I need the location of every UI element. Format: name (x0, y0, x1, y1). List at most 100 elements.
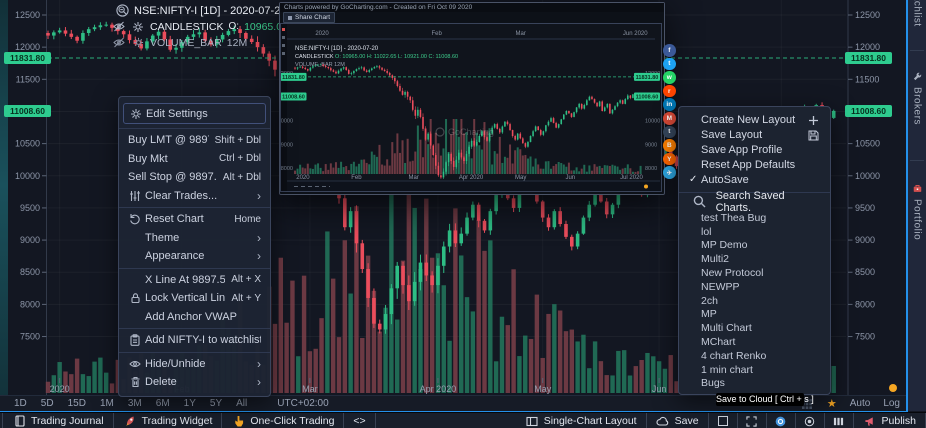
saved-chart-item[interactable]: Multi Chart (701, 322, 752, 335)
saved-chart-item[interactable]: MChart (701, 336, 736, 349)
tab-portfolio[interactable]: Portfolio (908, 176, 926, 284)
square-icon[interactable] (709, 413, 738, 428)
layout-menu-item-label: Save App Profile (701, 143, 783, 156)
svg-text:8000: 8000 (855, 299, 875, 309)
briefcase-icon (910, 182, 924, 195)
layout-menu-item-autosave[interactable]: ✓ AutoSave (679, 172, 830, 187)
context-menu-group: Buy LMT @ 9897.59 Shift + Dbl Buy Mkt Ctrl … (119, 128, 270, 207)
chevron-right-icon: › (257, 375, 261, 390)
menu-item-add-nifty-i-to-watchlist[interactable]: Add NIFTY-I to watchlist (119, 331, 270, 350)
search-saved-charts[interactable]: Search Saved Charts. (679, 190, 830, 214)
layout-menu-item-reset-app-defaults[interactable]: Reset App Defaults (679, 157, 830, 172)
saved-chart-item[interactable]: 2ch (701, 294, 718, 307)
menu-item-edit-settings[interactable]: Edit Settings (123, 103, 266, 124)
saved-chart-item[interactable]: NEWPP (701, 280, 740, 293)
tab-share-chart[interactable]: Share Chart (283, 12, 336, 23)
share-blogger-icon[interactable]: B (663, 139, 676, 152)
range-1m[interactable]: 1M (99, 398, 114, 410)
range-all[interactable]: All (236, 398, 248, 410)
saved-chart-item[interactable]: test Thea Bug (701, 211, 767, 224)
gear-icon[interactable] (131, 36, 145, 49)
timezone-label[interactable]: UTC+02:00 (277, 398, 329, 410)
layout-menu-item-save-app-profile[interactable]: Save App Profile (679, 143, 830, 158)
range-15d[interactable]: 15D (67, 398, 86, 410)
zoom-out-icon[interactable] (115, 4, 129, 17)
share-telegram-icon[interactable]: ✈ (663, 166, 676, 179)
saved-chart-item[interactable]: lol (701, 225, 712, 238)
range-1d[interactable]: 1D (14, 398, 27, 410)
menu-item-delete[interactable]: Delete › (119, 373, 270, 392)
menu-item-appearance[interactable]: Appearance › (119, 247, 270, 266)
menu-item-hide-unhide[interactable]: Hide/Unhide › (119, 355, 270, 374)
divider (910, 160, 924, 161)
menu-item-x-line-at-9897-59[interactable]: X Line At 9897.59 Alt + X (119, 271, 270, 290)
share-reddit-icon[interactable]: r (663, 84, 676, 98)
menu-item-sell-stop-9897-59[interactable]: Sell Stop @ 9897.59 Alt + Dbl (119, 168, 270, 187)
range-5d[interactable]: 5D (40, 398, 54, 410)
gear-icon[interactable] (131, 20, 145, 33)
study-volume-label[interactable]: VOLUME_BAR (150, 36, 222, 49)
range-3m[interactable]: 3M (127, 398, 142, 410)
saved-chart-item[interactable]: MP (701, 308, 717, 321)
range-6m[interactable]: 6M (155, 398, 170, 410)
share-hackernews-icon[interactable]: Y (663, 152, 676, 166)
share-gmail-icon[interactable]: M (663, 111, 676, 125)
menu-item-theme[interactable]: Theme › (119, 229, 270, 248)
symbol-title[interactable]: NSE:NIFTY-I [1D] - 2020-07-20 (134, 4, 287, 17)
layout-menu-item-create-new-layout[interactable]: Create New Layout (679, 113, 830, 128)
ohlc-o-label: O: (228, 21, 240, 32)
svg-text:12000: 12000 (855, 42, 880, 52)
trading-journal-button[interactable]: Trading Journal (2, 413, 114, 428)
log-scale-toggle[interactable]: Log (883, 398, 900, 410)
menu-item-label: Lock Vertical Line (145, 292, 226, 305)
share-facebook-icon[interactable]: f (663, 44, 676, 57)
tab-watchlist[interactable]: Watchlist (908, 0, 926, 54)
trading-widget-button[interactable]: Trading Widget (114, 413, 223, 428)
range-5y[interactable]: 5Y (209, 398, 223, 410)
one-click-trading-button[interactable]: One-Click Trading (222, 413, 345, 428)
camera-icon[interactable] (767, 413, 796, 428)
menu-item-buy-mkt[interactable]: Buy Mkt Ctrl + Dbl (119, 150, 270, 169)
svg-text:12500: 12500 (15, 10, 40, 20)
publish-button[interactable]: Publish (854, 413, 926, 428)
share-twitter-icon[interactable]: t (663, 57, 676, 71)
eye-off-icon[interactable] (112, 36, 126, 49)
eye-off-icon[interactable] (112, 20, 126, 33)
target-icon[interactable] (796, 413, 825, 428)
share-whatsapp-icon[interactable]: w (663, 71, 676, 84)
expand-icon[interactable] (738, 413, 767, 428)
saved-chart-item[interactable]: Bugs (701, 377, 725, 390)
menu-item-reset-chart[interactable]: Reset Chart Home (119, 210, 270, 229)
svg-text:12000: 12000 (15, 42, 40, 52)
menu-item-clear-trades[interactable]: Clear Trades... › (119, 187, 270, 206)
favorite-star-icon[interactable]: ★ (826, 398, 837, 411)
columns-icon[interactable] (825, 413, 854, 428)
menu-item-lock-vertical-line[interactable]: Lock Vertical Line Alt + Y (119, 289, 270, 308)
saved-chart-item[interactable]: 4 chart Renko (701, 349, 767, 362)
svg-text:11831.80: 11831.80 (282, 75, 305, 81)
study-candlestick-label[interactable]: CANDLESTICK (150, 20, 224, 33)
svg-text:Mar: Mar (302, 384, 318, 394)
menu-item-buy-lmt-9897-59[interactable]: Buy LMT @ 9897.59 Shift + Dbl (119, 131, 270, 150)
tab-brokers[interactable]: Brokers (908, 64, 926, 164)
menu-shortcut: Ctrl + Dbl (219, 153, 261, 165)
range-1y[interactable]: 1Y (183, 398, 196, 410)
layout-menu-item-save-layout[interactable]: Save Layout (679, 128, 830, 143)
share-linkedin-icon[interactable]: in (663, 98, 676, 111)
share-tumblr-icon[interactable]: t (663, 125, 676, 139)
saved-chart-item[interactable]: MP Demo (701, 239, 748, 252)
auto-scale-toggle[interactable]: Auto (849, 398, 871, 410)
left-panel-edge[interactable] (0, 0, 8, 411)
single-chart-layout-button[interactable]: Single-Chart Layout (516, 413, 647, 428)
menu-shortcut: Shift + Dbl (214, 134, 261, 146)
share-chart-popup[interactable]: Charts powered by GoCharting.com - Creat… (279, 2, 665, 195)
saved-chart-item[interactable]: New Protocol (701, 267, 764, 280)
saved-chart-item[interactable]: Multi2 (701, 253, 730, 266)
save-button[interactable]: Save (647, 413, 709, 428)
menu-item-add-anchor-vwap[interactable]: Add Anchor VWAP (119, 308, 270, 327)
codecode-button[interactable]: <> (344, 413, 376, 428)
layout-icon (525, 415, 539, 428)
svg-text:10000: 10000 (280, 119, 293, 125)
context-menu-group: Hide/Unhide › Delete › (119, 351, 270, 394)
saved-chart-item[interactable]: 1 min chart (701, 363, 753, 376)
